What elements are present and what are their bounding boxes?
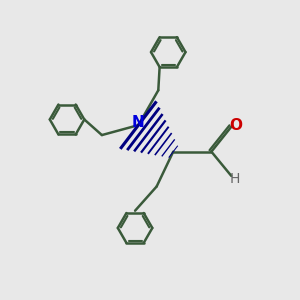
Text: N: N [132, 115, 145, 130]
Text: H: H [230, 172, 241, 185]
Text: O: O [229, 118, 242, 133]
